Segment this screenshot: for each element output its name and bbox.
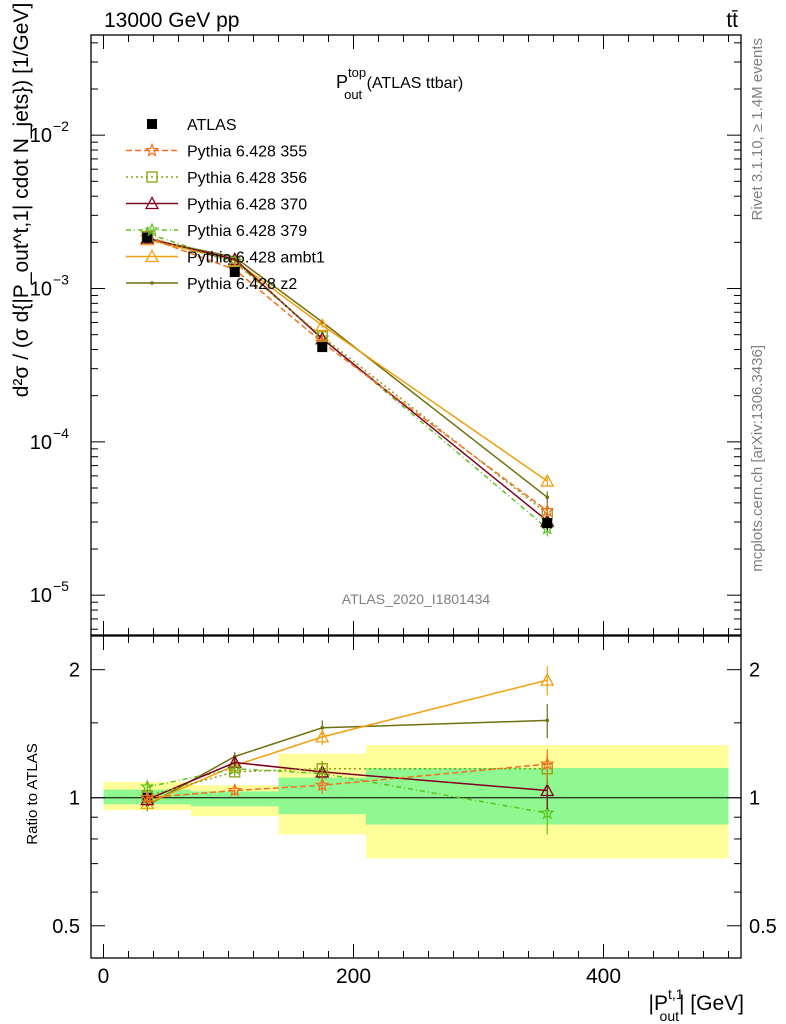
data-point (545, 495, 550, 500)
main-y-tick-exponent: −2 (53, 118, 69, 134)
legend-marker (150, 281, 154, 285)
legend-entry: Pythia 6.428 356 (126, 170, 307, 187)
series-atlas (142, 232, 553, 531)
legend-marker (144, 142, 160, 157)
legend-marker (144, 196, 160, 210)
legend-entry: Pythia 6.428 355 (126, 142, 307, 161)
series-pythia-6-428-356 (141, 230, 553, 520)
x-tick-label: 0 (98, 965, 110, 988)
data-point (542, 518, 553, 529)
ratio-point (229, 766, 241, 778)
ratio-point (139, 779, 155, 794)
data-point (539, 503, 555, 518)
ratio-line (147, 761, 548, 801)
main-y-tick-exponent: −4 (53, 425, 69, 441)
legend-entry: Pythia 6.428 ambt1 (126, 249, 325, 267)
data-point (540, 473, 555, 487)
legend-label: Pythia 6.428 356 (187, 170, 307, 187)
ratio-y-tick-label-right: 0.5 (749, 916, 777, 938)
ratio-y-tick-label-left: 1 (69, 788, 80, 810)
ratio-y-tick-label-right: 2 (749, 660, 760, 682)
legend-entry: Pythia 6.428 370 (126, 196, 307, 214)
legend-marker (144, 249, 160, 263)
x-tick-label: 400 (586, 965, 621, 988)
process-label: tt̄ (726, 9, 738, 32)
ratio-point (539, 805, 555, 820)
main-y-tick-label: 10 (30, 432, 52, 454)
data-point (315, 318, 330, 332)
ratio-y-tick-label-left: 2 (69, 660, 80, 682)
legend-label: Pythia 6.428 ambt1 (187, 250, 325, 267)
series-line (147, 235, 548, 515)
x-axis-label-main: |P (649, 992, 668, 1015)
ratio-point (227, 782, 243, 797)
plot-title-sup: top (348, 65, 366, 80)
legend-marker (144, 222, 160, 237)
legend: ATLAS Pythia 6.428 355 Pythia 6.428 356 Pyt… (126, 117, 325, 293)
ratio-panel-series (139, 666, 555, 835)
band-inner-bin (191, 791, 279, 807)
ratio-point (316, 763, 328, 775)
plot-title: Ptop out (ATLAS ttbar) (336, 65, 463, 102)
x-axis-label-rest: | [GeV] (679, 992, 744, 1015)
x-axis-label-sup: t,1 (668, 986, 684, 1002)
data-point (142, 232, 153, 243)
ratio-point (540, 672, 555, 686)
x-tick-label: 200 (336, 965, 371, 988)
ratio-point (540, 783, 555, 797)
ratio-panel-frame (90, 635, 742, 959)
data-point (229, 267, 240, 278)
ratio-line (147, 767, 548, 797)
ratio-y-axis-label: Ratio to ATLAS (24, 743, 41, 844)
mcplots-label: mcplots.cern.ch [arXiv:1306.3436] (749, 345, 766, 572)
ratio-line (147, 767, 548, 814)
series-line (147, 236, 548, 512)
legend-marker (147, 119, 157, 129)
plot-title-main: P (336, 72, 348, 92)
ratio-series-pythia-6-428-355 (139, 749, 555, 804)
ratio-line (147, 763, 548, 799)
ratio-point (314, 777, 330, 792)
beam-energy-label: 13000 GeV pp (104, 9, 239, 32)
legend-label: ATLAS (187, 117, 237, 134)
ratio-point (139, 790, 155, 804)
x-axis-label-sub: out (660, 1008, 680, 1024)
main-y-tick-label: 10 (30, 279, 52, 301)
ratio-point (539, 756, 555, 771)
legend-entry: Pythia 6.428 z2 (126, 276, 297, 293)
main-y-tick-label: 10 (30, 585, 52, 607)
main-y-axis-label: d²σ / (σ d{|P_out^t,1| cdot N_jets}) [1/… (10, 3, 33, 398)
main-y-tick-label: 10 (30, 125, 52, 147)
main-y-tick-exponent: −3 (53, 272, 69, 288)
ratio-point (320, 726, 325, 730)
analysis-label: ATLAS_2020_I1801434 (342, 591, 491, 607)
main-y-tick-exponent: −5 (53, 578, 69, 594)
series-pythia-6-428-379 (139, 225, 555, 537)
ratio-point (315, 729, 330, 743)
legend-label: Pythia 6.428 379 (187, 223, 307, 240)
legend-entry: Pythia 6.428 379 (126, 222, 307, 240)
ratio-point (545, 718, 550, 723)
legend-label: Pythia 6.428 355 (187, 144, 307, 161)
plot-title-sub: out (344, 87, 362, 102)
plot-title-rest: (ATLAS ttbar) (362, 75, 463, 92)
x-axis-label: |Pt,1 out| [GeV] (649, 986, 745, 1024)
legend-label: Pythia 6.428 z2 (187, 276, 297, 293)
series-pythia-6-428-355 (139, 229, 555, 518)
rivet-version-label: Rivet 3.1.10, ≥ 1.4M events (749, 38, 766, 221)
main-panel-series (139, 225, 555, 537)
legend-entry: ATLAS (147, 117, 237, 134)
ratio-y-tick-label-right: 1 (749, 788, 760, 810)
data-point (317, 342, 328, 353)
ratio-y-tick-label-left: 0.5 (52, 916, 80, 938)
legend-marker (146, 171, 158, 183)
legend-label: Pythia 6.428 370 (187, 197, 307, 214)
ratio-uncertainty-bands (91, 745, 741, 859)
